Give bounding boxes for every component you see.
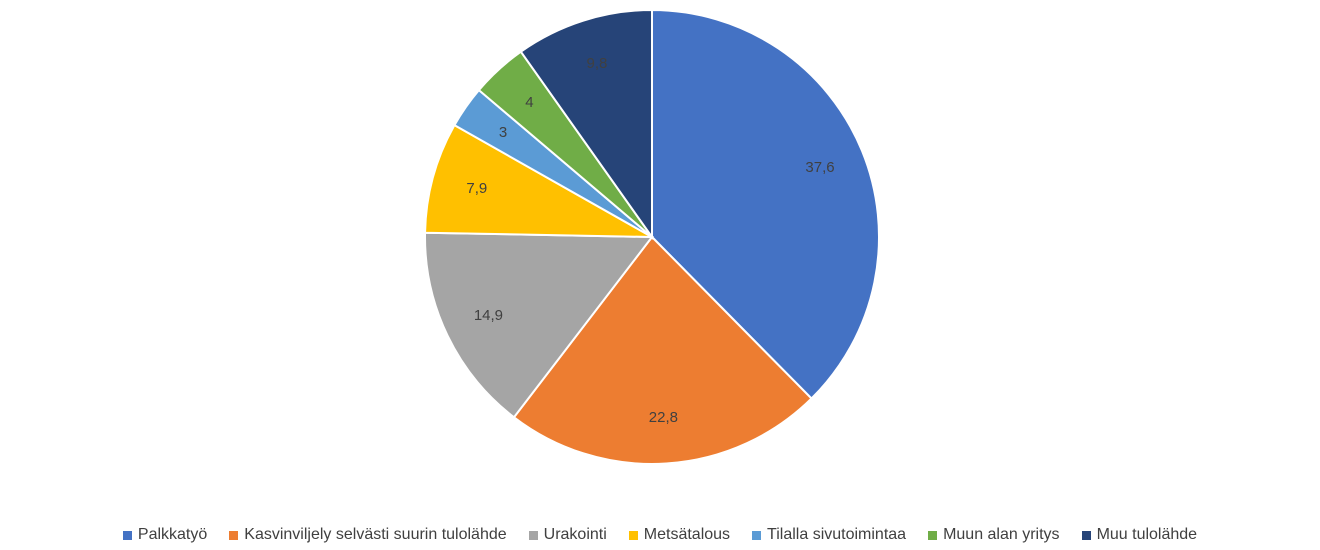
slice bbox=[424, 123, 653, 238]
legend-item: Kasvinviljely selvästi suurin tulolähde bbox=[229, 526, 507, 544]
legend-item: Palkkatyö bbox=[122, 526, 208, 544]
legend-label: Muu tulolähde bbox=[1096, 526, 1198, 543]
legend-label: Kasvinviljely selvästi suurin tulolähde bbox=[244, 526, 507, 543]
data-label: 3 bbox=[499, 124, 507, 141]
legend-label: Palkkatyö bbox=[137, 526, 208, 543]
legend-item: Muu tulolähde bbox=[1081, 526, 1198, 544]
slice bbox=[651, 8, 880, 400]
legend-item: Urakointi bbox=[528, 526, 607, 544]
data-label: 37,6 bbox=[805, 159, 834, 176]
legend-swatch bbox=[122, 530, 132, 540]
legend-label: Tilalla sivutoimintaa bbox=[767, 526, 907, 543]
slice bbox=[424, 231, 654, 419]
legend-label: Metsätalous bbox=[643, 526, 731, 543]
slice bbox=[512, 235, 813, 465]
legend-label: Urakointi bbox=[543, 526, 607, 543]
legend-swatch bbox=[1081, 530, 1091, 540]
slice bbox=[519, 8, 653, 241]
legend-swatch bbox=[528, 530, 538, 540]
data-label: 4 bbox=[525, 94, 533, 111]
data-label: 9,8 bbox=[587, 55, 608, 72]
legend-item: Muun alan yritys bbox=[928, 526, 1060, 544]
legend-item: Metsätalous bbox=[628, 526, 731, 544]
data-label: 7,9 bbox=[466, 180, 487, 197]
legend-item: Tilalla sivutoimintaa bbox=[752, 526, 906, 544]
legend-label: Muun alan yritys bbox=[943, 526, 1060, 543]
legend-swatch bbox=[928, 530, 938, 540]
data-label: 22,8 bbox=[649, 409, 678, 426]
legend-swatch bbox=[628, 530, 638, 540]
legend-swatch bbox=[229, 530, 239, 540]
chart: 37,6 22,8 14,9 7,9 3 4 9,8 bbox=[424, 8, 880, 465]
data-label: 14,9 bbox=[474, 307, 503, 324]
legend-swatch bbox=[752, 530, 762, 540]
legend: Palkkatyö Kasvinviljely selvästi suurin t… bbox=[0, 526, 1320, 544]
